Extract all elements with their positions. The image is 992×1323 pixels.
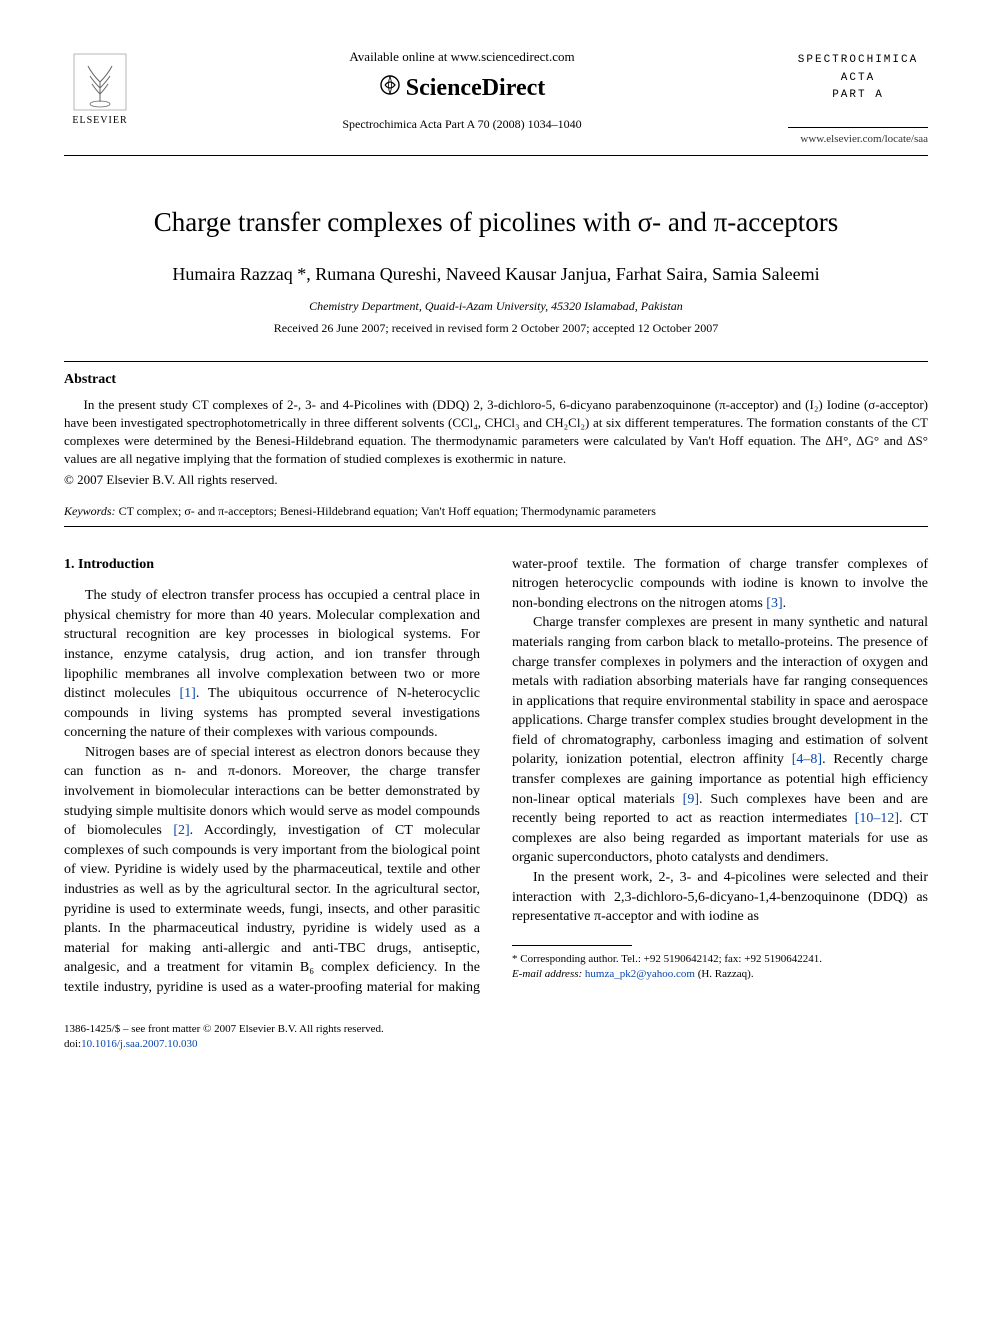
ref-link[interactable]: [4–8]: [792, 752, 822, 767]
sciencedirect-icon: [379, 76, 406, 98]
page-header: ELSEVIER Available online at www.science…: [64, 48, 928, 147]
intro-para-3: Charge transfer complexes are present in…: [512, 613, 928, 868]
ref-link[interactable]: [3]: [766, 596, 782, 611]
article-title: Charge transfer complexes of picolines w…: [136, 204, 856, 240]
elsevier-tree-icon: [72, 52, 128, 112]
affiliation: Chemistry Department, Quaid-i-Azam Unive…: [64, 298, 928, 315]
ref-link[interactable]: [10–12]: [855, 811, 899, 826]
section-heading: 1. Introduction: [64, 555, 480, 575]
intro-para-1: The study of electron transfer process h…: [64, 586, 480, 743]
journal-box-wrapper: SPECTROCHIMICA ACTA PART A www.elsevier.…: [788, 48, 928, 147]
author-list: Humaira Razzaq *, Rumana Qureshi, Naveed…: [64, 261, 928, 288]
ref-link[interactable]: [1]: [180, 686, 196, 701]
sciencedirect-text: ScienceDirect: [406, 75, 546, 101]
abstract-rule-top: [64, 361, 928, 362]
journal-line3: PART A: [788, 87, 928, 105]
body-columns: 1. Introduction The study of electron tr…: [64, 555, 928, 998]
abstract-rule-bottom: [64, 526, 928, 527]
ref-link[interactable]: [2]: [173, 823, 189, 838]
journal-title-box: SPECTROCHIMICA ACTA PART A: [788, 48, 928, 105]
abstract-heading: Abstract: [64, 370, 928, 390]
intro-para-4: In the present work, 2-, 3- and 4-picoli…: [512, 868, 928, 927]
footnote-contact: * Corresponding author. Tel.: +92 519064…: [512, 952, 928, 967]
page-footer: 1386-1425/$ – see front matter © 2007 El…: [64, 1022, 928, 1053]
keywords-label: Keywords:: [64, 504, 116, 518]
abstract-body: In the present study CT complexes of 2-,…: [64, 396, 928, 469]
ref-link[interactable]: [9]: [683, 792, 699, 807]
keywords-text: CT complex; σ- and π-acceptors; Benesi-H…: [116, 504, 656, 518]
footnote-separator: [512, 945, 632, 946]
sciencedirect-logo: ScienceDirect: [136, 72, 788, 106]
email-label: E-mail address:: [512, 968, 582, 980]
abstract-text: In the present study CT complexes of 2-,…: [64, 396, 928, 469]
journal-rule: [788, 127, 928, 128]
email-link[interactable]: humza_pk2@yahoo.com: [585, 968, 695, 980]
email-suffix: (H. Razzaq).: [695, 968, 754, 980]
doi-link[interactable]: 10.1016/j.saa.2007.10.030: [81, 1038, 197, 1050]
front-matter-line: 1386-1425/$ – see front matter © 2007 El…: [64, 1022, 928, 1037]
journal-line2: ACTA: [788, 70, 928, 88]
footnote-email-line: E-mail address: humza_pk2@yahoo.com (H. …: [512, 967, 928, 982]
header-center: Available online at www.sciencedirect.co…: [136, 48, 788, 133]
article-dates: Received 26 June 2007; received in revis…: [64, 320, 928, 337]
top-rule: [64, 155, 928, 156]
doi-prefix: doi:: [64, 1038, 81, 1050]
citation-line: Spectrochimica Acta Part A 70 (2008) 103…: [136, 116, 788, 133]
journal-line1: SPECTROCHIMICA: [788, 52, 928, 70]
journal-url: www.elsevier.com/locate/saa: [788, 132, 928, 147]
available-online-text: Available online at www.sciencedirect.co…: [136, 48, 788, 66]
keywords-line: Keywords: CT complex; σ- and π-acceptors…: [64, 503, 928, 520]
elsevier-logo: ELSEVIER: [64, 48, 136, 128]
abstract-copyright: © 2007 Elsevier B.V. All rights reserved…: [64, 471, 928, 489]
doi-line: doi:10.1016/j.saa.2007.10.030: [64, 1037, 928, 1052]
publisher-name: ELSEVIER: [72, 114, 127, 128]
corresponding-author-footnote: * Corresponding author. Tel.: +92 519064…: [512, 952, 928, 983]
